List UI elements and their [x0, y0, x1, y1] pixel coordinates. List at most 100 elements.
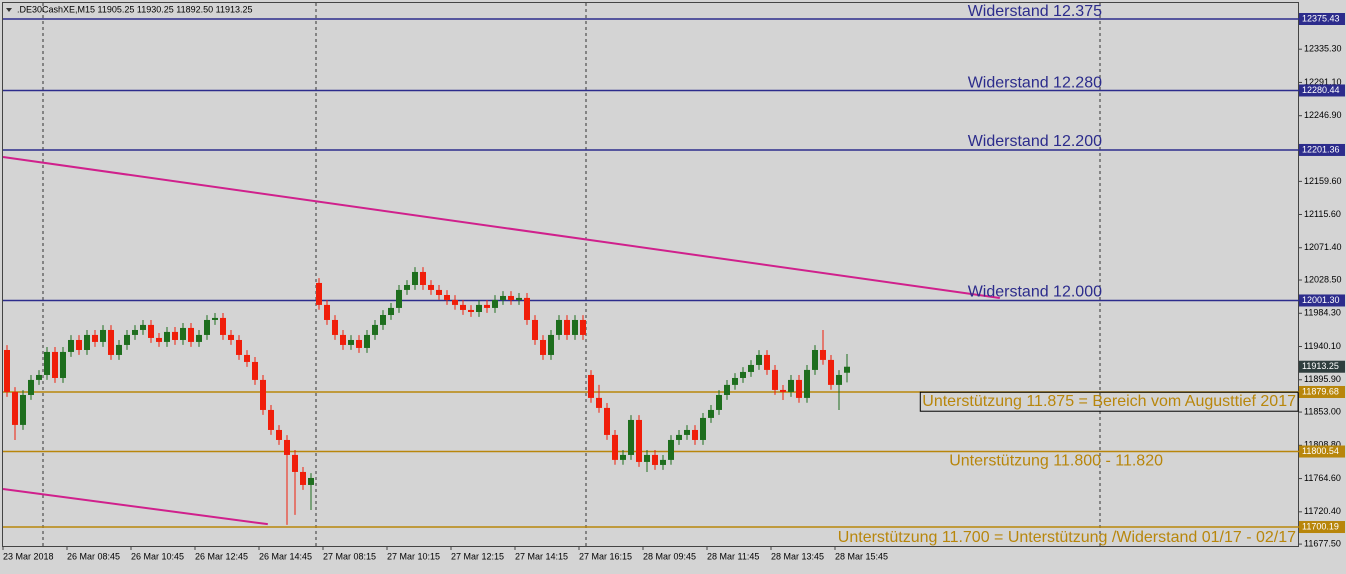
candle-body — [716, 394, 722, 410]
y-tick-label: 12028.50 — [1304, 274, 1342, 284]
candle-body — [276, 429, 282, 440]
candle-body — [796, 379, 802, 398]
candle-body — [628, 419, 634, 455]
candle-body — [660, 459, 666, 465]
candle-body — [20, 394, 26, 425]
x-tick-label: 28 Mar 09:45 — [643, 551, 696, 561]
candle-body — [148, 324, 154, 338]
candle-body — [684, 429, 690, 435]
price-tag-label: 12001.30 — [1302, 295, 1340, 305]
candle-body — [196, 334, 202, 342]
x-tick-label: 28 Mar 13:45 — [771, 551, 824, 561]
price-tag — [1299, 385, 1345, 398]
candle-body — [212, 317, 218, 320]
candle-body — [820, 349, 826, 360]
y-tick-label: 11677.50 — [1304, 538, 1341, 548]
candle-body — [68, 339, 74, 352]
x-tick-label: 27 Mar 10:15 — [387, 551, 440, 561]
candle-body — [36, 374, 42, 380]
candle-body — [532, 319, 538, 340]
level-annotation: Widerstand 12.280 — [968, 75, 1102, 92]
price-tag — [1299, 521, 1345, 534]
price-tag — [1299, 445, 1345, 458]
candle-body — [772, 369, 778, 390]
y-tick-label: 11764.60 — [1304, 473, 1341, 483]
candle-body — [500, 295, 506, 300]
candle-body — [140, 324, 146, 330]
candle-body — [44, 351, 50, 375]
y-tick-label: 12246.90 — [1304, 110, 1342, 120]
candle-body — [580, 319, 586, 335]
candle-body — [516, 297, 522, 300]
level-annotation: Unterstützung 11.700 = Unterstützung /Wi… — [838, 529, 1296, 546]
candle-body — [444, 294, 450, 300]
candle-body — [732, 377, 738, 385]
candle-body — [308, 477, 314, 485]
candle-body — [804, 369, 810, 398]
level-annotation: Widerstand 12.200 — [968, 133, 1102, 150]
candle-body — [620, 454, 626, 460]
y-tick-label: 11984.30 — [1304, 308, 1341, 318]
candle-body — [220, 317, 226, 335]
candle-body — [236, 339, 242, 355]
candle-body — [28, 379, 34, 395]
candle-body — [700, 417, 706, 440]
x-tick-label: 27 Mar 16:15 — [579, 551, 632, 561]
candle-body — [588, 374, 594, 398]
candle-body — [412, 271, 418, 285]
candle-body — [828, 359, 834, 385]
candle-body — [364, 334, 370, 348]
y-tick-label: 12115.60 — [1304, 209, 1341, 219]
candle-body — [292, 454, 298, 472]
candle-body — [556, 319, 562, 335]
x-tick-label: 26 Mar 14:45 — [259, 551, 312, 561]
price-tag — [1299, 294, 1345, 307]
candle-body — [668, 439, 674, 460]
last-price-label: 11913.25 — [1302, 361, 1339, 371]
candle-body — [436, 289, 442, 295]
candle-body — [284, 439, 290, 455]
candle-body — [388, 307, 394, 316]
candle-body — [812, 349, 818, 370]
candle-body — [428, 284, 434, 290]
y-tick-label: 11808.80 — [1304, 440, 1341, 450]
candle-body — [748, 364, 754, 372]
candle-body — [316, 282, 322, 305]
last-price-tag — [1299, 360, 1345, 373]
candle-body — [332, 319, 338, 335]
candle-body — [164, 331, 170, 342]
candle-body — [132, 329, 138, 335]
candle-body — [692, 429, 698, 440]
candle-body — [356, 339, 362, 348]
candle-body — [108, 329, 114, 355]
x-tick-label: 28 Mar 15:45 — [835, 551, 888, 561]
x-tick-label: 26 Mar 10:45 — [131, 551, 184, 561]
candle-body — [636, 419, 642, 462]
menu-triangle[interactable] — [6, 8, 12, 12]
candle-body — [548, 334, 554, 355]
candle-body — [524, 297, 530, 320]
trendline — [2, 488, 268, 526]
candle-body — [12, 391, 18, 425]
price-tag — [1299, 84, 1345, 97]
candle-body — [420, 271, 426, 285]
x-tick-label: 27 Mar 12:15 — [451, 551, 504, 561]
y-tick-label: 11940.10 — [1304, 341, 1341, 351]
candle-body — [124, 334, 130, 345]
candle-body — [756, 354, 762, 365]
candle-body — [788, 379, 794, 392]
level-annotation: Widerstand 12.375 — [968, 3, 1102, 20]
candle-body — [492, 299, 498, 308]
candle-body — [644, 454, 650, 462]
candle-body — [740, 371, 746, 378]
candle-body — [708, 409, 714, 418]
candle-body — [460, 304, 466, 310]
price-tag — [1299, 13, 1345, 26]
candle-body — [244, 354, 250, 362]
y-tick-label: 11895.90 — [1304, 374, 1341, 384]
level-annotation: Widerstand 12.000 — [968, 284, 1102, 301]
x-tick-label: 23 Mar 2018 — [3, 551, 54, 561]
candle-body — [572, 319, 578, 335]
